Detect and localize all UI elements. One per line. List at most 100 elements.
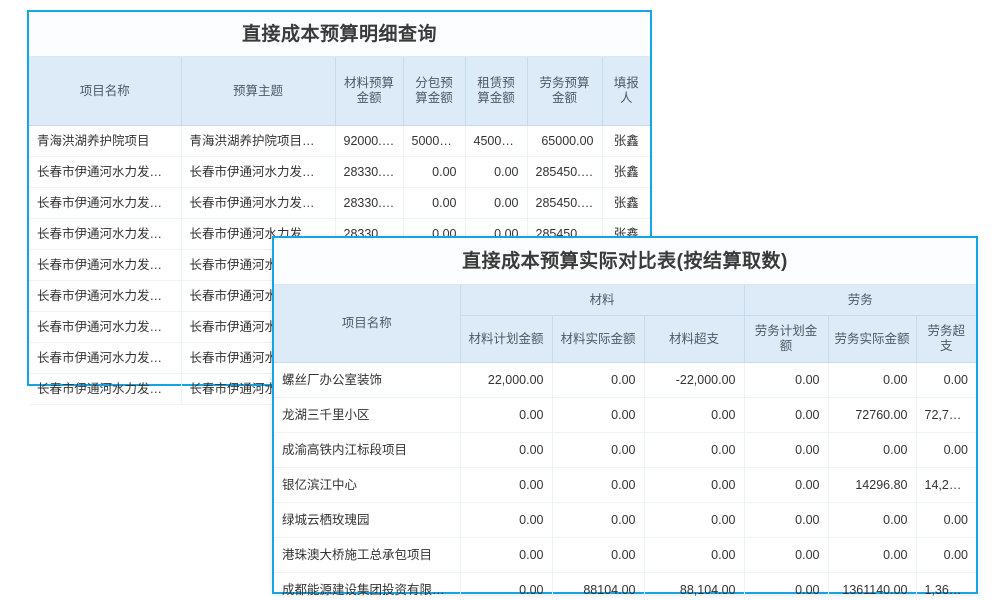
col-header-material-actual[interactable]: 材料实际金额 — [552, 315, 645, 363]
cell-project-name[interactable]: 成都能源建设集团投资有限公司临时 — [274, 572, 461, 600]
cell-labor-over: 0.00 — [916, 362, 977, 398]
col-header-material-over[interactable]: 材料超支 — [644, 315, 745, 363]
cell-project-name[interactable]: 长春市伊通河水力发电厂 — [29, 156, 182, 188]
table-row[interactable]: 成都能源建设集团投资有限公司临时0.0088104.0088,104.000.0… — [274, 572, 977, 600]
table-row[interactable]: 成渝高铁内江标段项目 0.00 0.00 0.00 0.00 0.00 0.00 — [274, 432, 977, 468]
cell-labor-actual: 14296.80 — [828, 467, 917, 503]
cell-labor-plan: 0.00 — [744, 502, 829, 538]
cell-budget-subject[interactable]: 青海洪湖养护院项目直接 — [181, 125, 336, 157]
cell-labor-budget: 285450.00 — [527, 156, 603, 188]
panel1-title: 直接成本预算明细查询 — [29, 12, 650, 57]
cell-budget-subject[interactable]: 长春市伊通河水力发电厂 — [181, 187, 336, 219]
table-row[interactable]: 龙湖三千里小区 0.00 0.00 0.00 0.00 72760.00 72,760… — [274, 397, 977, 433]
cell-material-over: 0.00 — [644, 467, 745, 503]
col-header-material-plan[interactable]: 材料计划金额 — [460, 315, 553, 363]
cell-labor-actual: 0.00 — [828, 502, 917, 538]
cell-reporter: 张鑫 — [602, 156, 650, 188]
cell-material-budget: 28330.00 — [335, 156, 404, 188]
cell-labor-over: 72,760… — [916, 397, 977, 433]
cell-subcontract-budget: 0.00 — [403, 156, 466, 188]
cell-labor-plan: 0.00 — [744, 432, 829, 468]
col-header-labor-over[interactable]: 劳务超支 — [916, 315, 977, 363]
cell-labor-plan: 0.00 — [744, 467, 829, 503]
col-header-project-name[interactable]: 项目名称 — [29, 57, 182, 126]
cell-material-over: 0.00 — [644, 537, 745, 573]
cell-labor-over: 1,361,… — [916, 572, 977, 600]
group-header-material: 材料 — [460, 285, 745, 316]
cell-project-name[interactable]: 绿城云栖玫瑰园 — [274, 502, 461, 538]
col-header-reporter[interactable]: 填报人 — [602, 57, 650, 126]
cell-project-name[interactable]: 长春市伊通河水力发电厂 — [29, 249, 182, 281]
cell-project-name[interactable]: 长春市伊通河水力发电厂 — [29, 187, 182, 219]
cell-project-name[interactable]: 成渝高铁内江标段项目 — [274, 432, 461, 468]
col-header-labor-plan[interactable]: 劳务计划金额 — [744, 315, 829, 363]
cell-labor-plan: 0.00 — [744, 537, 829, 573]
cell-project-name[interactable]: 龙湖三千里小区 — [274, 397, 461, 433]
cell-material-actual: 0.00 — [552, 537, 645, 573]
table-row[interactable]: 绿城云栖玫瑰园 0.00 0.00 0.00 0.00 0.00 0.00 — [274, 502, 977, 538]
cell-material-actual: 0.00 — [552, 467, 645, 503]
budget-vs-actual-table: 项目名称 材料 劳务 材料计划金额 材料实际金额 材料超支 劳务计划金额 劳务实… — [274, 285, 977, 600]
cell-lease-budget: 0.00 — [465, 187, 528, 219]
cell-material-budget: 28330.00 — [335, 187, 404, 219]
col-header-subcontract-budget[interactable]: 分包预算金额 — [403, 57, 466, 126]
cell-labor-over: 0.00 — [916, 502, 977, 538]
table-row[interactable]: 青海洪湖养护院项目 青海洪湖养护院项目直接 92000.00 50000.00 4500… — [29, 125, 650, 157]
table-row[interactable]: 螺丝厂办公室装饰 22,000.00 0.00 -22,000.00 0.00 0.00 0… — [274, 362, 977, 398]
panel1-header-row: 项目名称 预算主题 材料预算金额 分包预算金额 租赁预算金额 劳务预算金额 填报… — [29, 57, 650, 126]
cell-labor-over: 0.00 — [916, 432, 977, 468]
cell-project-name[interactable]: 长春市伊通河水力发电厂 — [29, 280, 182, 312]
cell-material-plan: 0.00 — [460, 397, 553, 433]
cell-labor-budget: 285450.00 — [527, 187, 603, 219]
cell-material-plan: 0.00 — [460, 502, 553, 538]
cell-labor-over: 0.00 — [916, 537, 977, 573]
col-header-lease-budget[interactable]: 租赁预算金额 — [465, 57, 528, 126]
cell-lease-budget: 0.00 — [465, 156, 528, 188]
cell-project-name[interactable]: 长春市伊通河水力发电厂 — [29, 342, 182, 374]
col-header-project-name[interactable]: 项目名称 — [274, 285, 461, 363]
cell-budget-subject[interactable]: 长春市伊通河水力发电厂 — [181, 156, 336, 188]
table-row[interactable]: 银亿滨江中心 0.00 0.00 0.00 0.00 14296.80 14,296… — [274, 467, 977, 503]
col-header-material-budget[interactable]: 材料预算金额 — [335, 57, 404, 126]
cell-labor-actual: 0.00 — [828, 432, 917, 468]
panel2-group-header-row: 项目名称 材料 劳务 — [274, 285, 977, 363]
cell-material-plan: 22,000.00 — [460, 362, 553, 398]
cell-reporter: 张鑫 — [602, 187, 650, 219]
panel2-table-head: 项目名称 材料 劳务 材料计划金额 材料实际金额 材料超支 劳务计划金额 劳务实… — [274, 285, 977, 363]
cell-material-actual: 0.00 — [552, 502, 645, 538]
budget-vs-actual-panel: 直接成本预算实际对比表(按结算取数) 项目名称 材料 劳务 材料计划金额 材料实… — [272, 236, 978, 600]
cell-project-name[interactable]: 长春市伊通河水力发电厂 — [29, 373, 182, 405]
cell-project-name[interactable]: 银亿滨江中心 — [274, 467, 461, 503]
cell-material-over: -22,000.00 — [644, 362, 745, 398]
cell-project-name[interactable]: 长春市伊通河水力发电厂 — [29, 218, 182, 250]
cell-project-name[interactable]: 长春市伊通河水力发电厂 — [29, 311, 182, 343]
cell-labor-actual: 0.00 — [828, 362, 917, 398]
cell-material-actual: 0.00 — [552, 362, 645, 398]
panel2-sub-header-row: 材料计划金额 材料实际金额 材料超支 劳务计划金额 劳务实际金额 劳务超支 — [274, 315, 977, 363]
cell-labor-plan: 0.00 — [744, 397, 829, 433]
panel2-title: 直接成本预算实际对比表(按结算取数) — [274, 238, 976, 285]
cell-material-over: 88,104.00 — [644, 572, 745, 600]
table-row[interactable]: 港珠澳大桥施工总承包项目 0.00 0.00 0.00 0.00 0.00 0.00 — [274, 537, 977, 573]
cell-material-budget: 92000.00 — [335, 125, 404, 157]
col-header-budget-subject[interactable]: 预算主题 — [181, 57, 336, 126]
col-header-labor-actual[interactable]: 劳务实际金额 — [828, 315, 917, 363]
col-header-labor-budget[interactable]: 劳务预算金额 — [527, 57, 603, 126]
cell-project-name[interactable]: 港珠澳大桥施工总承包项目 — [274, 537, 461, 573]
cell-lease-budget: 45000.00 — [465, 125, 528, 157]
cell-material-actual: 88104.00 — [552, 572, 645, 600]
cell-reporter: 张鑫 — [602, 125, 650, 157]
cell-labor-budget: 65000.00 — [527, 125, 603, 157]
cell-labor-actual: 0.00 — [828, 537, 917, 573]
cell-project-name[interactable]: 螺丝厂办公室装饰 — [274, 362, 461, 398]
cell-material-plan: 0.00 — [460, 432, 553, 468]
cell-subcontract-budget: 0.00 — [403, 187, 466, 219]
cell-project-name[interactable]: 青海洪湖养护院项目 — [29, 125, 182, 157]
cell-subcontract-budget: 50000.00 — [403, 125, 466, 157]
cell-labor-actual: 1361140.00 — [828, 572, 917, 600]
cell-material-plan: 0.00 — [460, 537, 553, 573]
cell-material-plan: 0.00 — [460, 572, 553, 600]
